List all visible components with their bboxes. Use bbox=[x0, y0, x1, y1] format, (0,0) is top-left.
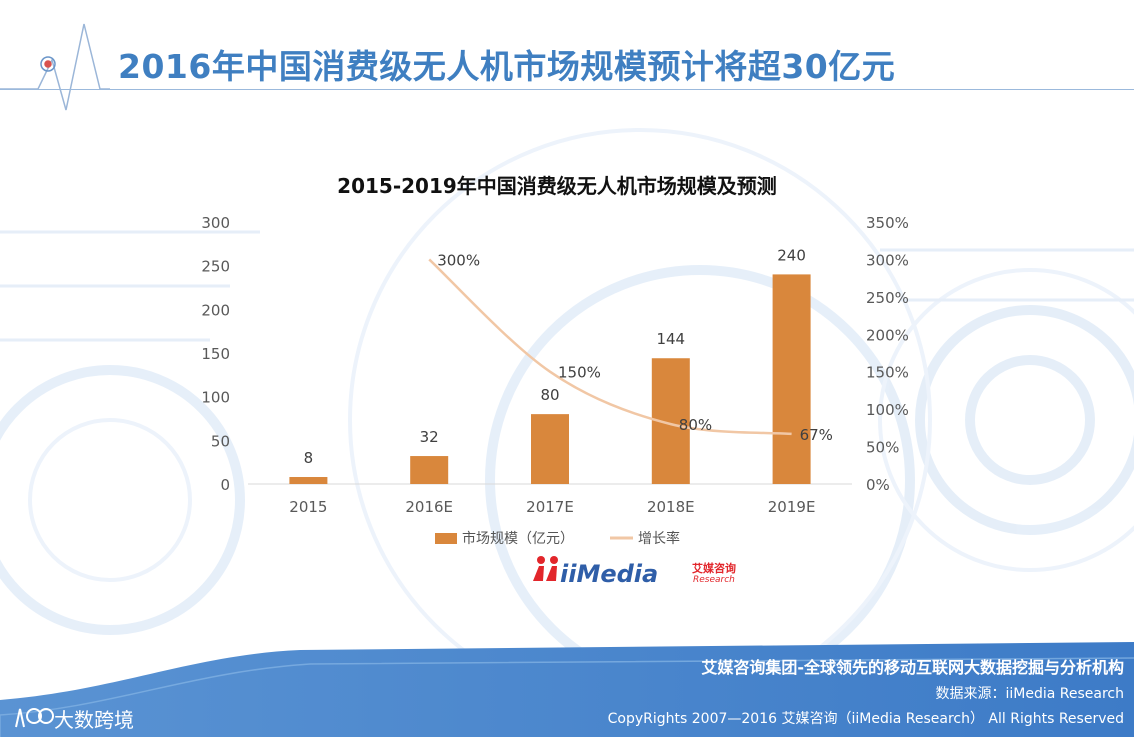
legend-label-bar: 市场规模（亿元） bbox=[462, 530, 574, 547]
logo-cn-text: 艾媒咨询 bbox=[692, 561, 736, 575]
bar-data-label: 144 bbox=[656, 330, 685, 348]
bar-series bbox=[289, 274, 811, 484]
bar-data-label: 8 bbox=[304, 449, 314, 467]
left-axis-tick-label: 200 bbox=[201, 301, 230, 319]
market-size-chart: 2015-2019年中国消费级无人机市场规模及预测 0 50 100 150 200 25… bbox=[201, 174, 909, 588]
left-axis-tick-label: 100 bbox=[201, 389, 230, 407]
growth-rate-line bbox=[428, 258, 792, 436]
logo-brand-text: iiMedia bbox=[560, 560, 658, 588]
bar-data-label: 240 bbox=[777, 246, 806, 264]
x-axis-tick-label: 2015 bbox=[289, 498, 327, 516]
bar-data-label: 80 bbox=[540, 386, 559, 404]
x-axis-tick-label: 2016E bbox=[405, 498, 453, 516]
line-data-label: 67% bbox=[800, 426, 833, 444]
left-axis-tick-label: 250 bbox=[201, 258, 230, 276]
watermark-logo-icon bbox=[15, 708, 54, 728]
right-axis-tick-label: 0% bbox=[866, 476, 890, 494]
iimedia-figure-icon bbox=[533, 556, 558, 581]
left-axis-tick-label: 150 bbox=[201, 345, 230, 363]
line-data-label: 80% bbox=[679, 416, 712, 434]
right-axis-tick-label: 50% bbox=[866, 439, 899, 457]
chart-legend: 市场规模（亿元） 增长率 bbox=[435, 530, 680, 547]
footer-source-line: 数据来源：iiMedia Research bbox=[935, 686, 1125, 702]
legend-swatch-bar bbox=[435, 533, 457, 544]
bar bbox=[410, 456, 449, 484]
right-axis-tick-label: 200% bbox=[866, 326, 909, 344]
line-data-label: 150% bbox=[558, 364, 601, 382]
x-axis-labels: 2015 2016E 2017E 2018E 2019E bbox=[289, 498, 815, 516]
legend-label-line: 增长率 bbox=[638, 530, 680, 547]
x-axis-tick-label: 2019E bbox=[768, 498, 816, 516]
left-axis: 0 50 100 150 200 250 300 bbox=[201, 214, 230, 494]
title-divider bbox=[0, 89, 1134, 90]
bar-data-label: 32 bbox=[420, 428, 439, 446]
right-axis-tick-label: 350% bbox=[866, 214, 909, 232]
right-axis-tick-label: 250% bbox=[866, 289, 909, 307]
left-axis-tick-label: 300 bbox=[201, 214, 230, 232]
bar bbox=[531, 414, 569, 484]
left-axis-tick-label: 0 bbox=[220, 476, 230, 494]
right-axis: 0% 50% 100% 150% 200% 250% 300% 350% bbox=[866, 214, 909, 494]
logo-sub-text: Research bbox=[693, 575, 735, 585]
bar bbox=[772, 274, 811, 484]
chart-title: 2015-2019年中国消费级无人机市场规模及预测 bbox=[337, 174, 777, 198]
line-data-label: 300% bbox=[437, 251, 480, 269]
page-title: 2016年中国消费级无人机市场规模预计将超30亿元 bbox=[118, 47, 896, 86]
watermark-text: 大数跨境 bbox=[54, 708, 134, 732]
x-axis-tick-label: 2017E bbox=[526, 498, 574, 516]
footer-copyright-line: CopyRights 2007—2016 艾媒咨询（iiMedia Resear… bbox=[607, 711, 1124, 727]
line-data-labels: 300% 150% 80% 67% bbox=[437, 251, 833, 443]
footer-company-line: 艾媒咨询集团-全球领先的移动互联网大数据挖掘与分析机构 bbox=[701, 658, 1124, 677]
right-axis-tick-label: 300% bbox=[866, 251, 909, 269]
right-axis-tick-label: 100% bbox=[866, 401, 909, 419]
bar bbox=[289, 477, 328, 484]
left-axis-tick-label: 50 bbox=[211, 432, 230, 450]
bar-data-labels: 8 32 80 144 240 bbox=[304, 246, 806, 467]
right-axis-tick-label: 150% bbox=[866, 364, 909, 382]
x-axis-tick-label: 2018E bbox=[647, 498, 695, 516]
iimedia-logo: iiMedia 艾媒咨询 Research bbox=[533, 556, 736, 588]
